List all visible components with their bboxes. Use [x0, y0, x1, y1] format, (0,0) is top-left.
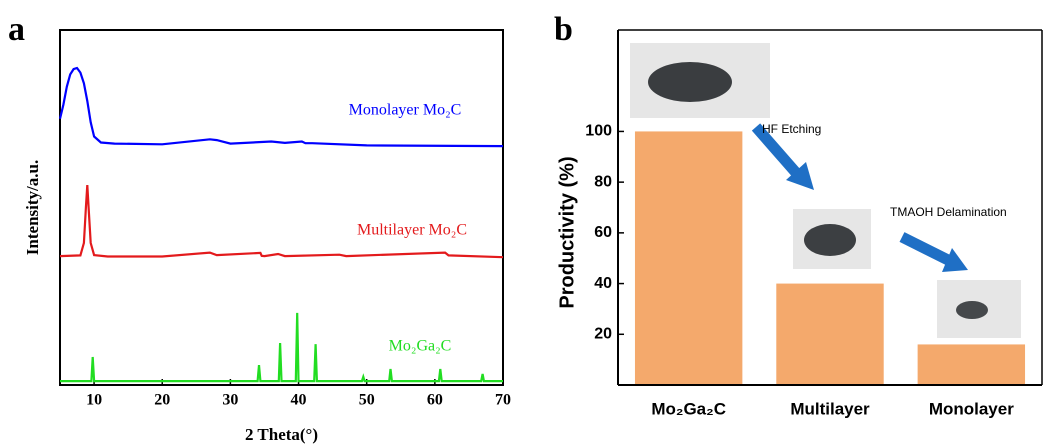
panel-label: a	[8, 11, 25, 48]
series-label: Mo₂Ga₂C	[389, 338, 452, 355]
annotation: TMAOH Delamination	[890, 205, 1007, 219]
plot-frame	[60, 30, 503, 385]
powder	[956, 301, 988, 319]
x-axis-title: 2 Theta(°)	[245, 425, 318, 444]
bar	[635, 131, 742, 385]
x-tick-label: Monolayer	[929, 399, 1014, 418]
y-tick-label: 100	[585, 123, 612, 140]
y-tick-label: 40	[594, 275, 612, 292]
page: 10 20 30 40 50 60 70 Monolayer Mo₂C Multilayer M…	[0, 0, 1043, 446]
y-axis-title: Intensity/a.u.	[23, 160, 42, 255]
series-label: Monolayer Mo₂C	[349, 102, 462, 119]
y-axis-title: Productivity (%)	[556, 156, 578, 308]
y-tick-label: 20	[594, 326, 612, 343]
powder	[804, 224, 856, 256]
figure: 10 20 30 40 50 60 70 Monolayer Mo₂C Multilayer M…	[0, 0, 1043, 446]
bar	[776, 284, 883, 385]
x-tick-label: 20	[154, 392, 170, 409]
powder	[648, 62, 732, 102]
annotation: HF Etching	[762, 122, 821, 136]
x-tick-label: 30	[222, 392, 238, 409]
series-label: Multilayer Mo₂C	[357, 222, 467, 239]
x-tick-label: 60	[427, 392, 443, 409]
arrow	[902, 237, 950, 261]
x-tick-label: 50	[359, 392, 375, 409]
y-tick-label: 80	[594, 173, 612, 190]
x-tick-label: 40	[291, 392, 307, 409]
panel-label: b	[554, 11, 573, 48]
x-tick-label: 10	[86, 392, 102, 409]
x-tick-label: Mo₂Ga₂C	[651, 399, 726, 418]
y-tick-label: 60	[594, 224, 612, 241]
x-tick-label: 70	[495, 392, 511, 409]
bar	[918, 344, 1025, 385]
x-tick-label: Multilayer	[790, 399, 870, 418]
